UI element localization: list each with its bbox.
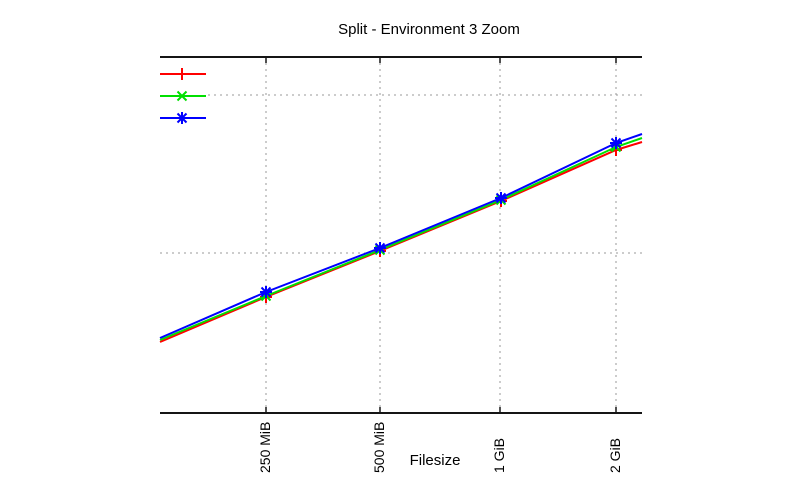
x-axis-label: Filesize: [409, 452, 461, 469]
series-line-series-green: [159, 137, 643, 341]
asterisk-marker-series-blue: [495, 192, 507, 204]
asterisk-marker-series-blue: [374, 242, 386, 254]
legend-asterisk-marker: [176, 112, 188, 124]
series-line-series-blue: [159, 133, 643, 339]
asterisk-marker-series-blue: [610, 137, 622, 149]
legend-cross-marker: [176, 90, 188, 102]
x-tick-label: 1 GiB: [491, 437, 507, 473]
asterisk-marker-series-blue: [260, 286, 272, 298]
x-tick-label: 250 MiB: [257, 421, 273, 473]
legend-plus-marker: [176, 68, 188, 80]
x-tick-label: 2 GiB: [607, 437, 623, 473]
x-tick-label: 500 MiB: [371, 421, 387, 473]
chart-title: Split - Environment 3 Zoom: [338, 21, 520, 38]
